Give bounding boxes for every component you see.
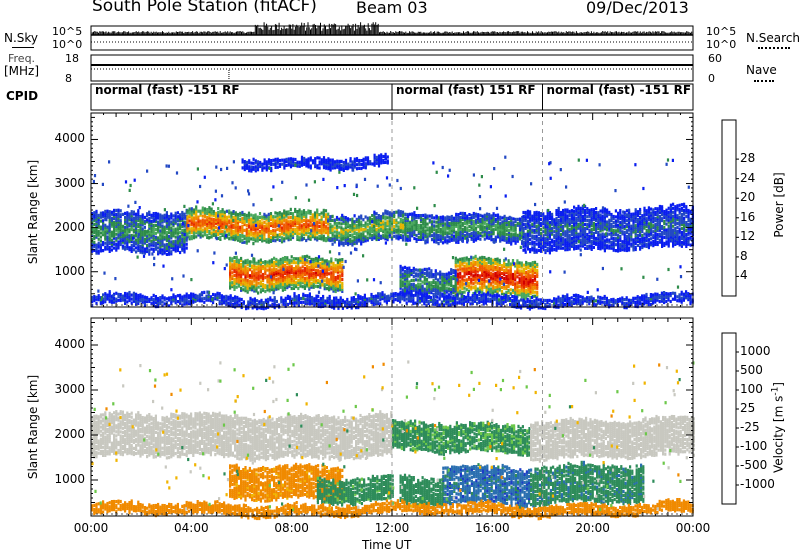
time-tick-label: 00:00 xyxy=(675,521,711,535)
freq-label-2: [MHz] xyxy=(4,64,40,78)
power-cbar-tick: 4 xyxy=(740,268,748,283)
nave-dotted-key xyxy=(754,80,774,82)
nave-tick-bottom: 0 xyxy=(708,72,715,85)
power-cbar-tick: 12 xyxy=(740,229,756,244)
power-ytick-label: 4000 xyxy=(54,131,85,146)
power-cbar-tick: 24 xyxy=(740,170,756,185)
time-tick-label: 16:00 xyxy=(475,521,510,535)
time-axis-label: Time UT xyxy=(362,538,412,552)
cpid-label: CPID xyxy=(6,89,39,103)
nave-tick-top: 60 xyxy=(708,52,722,65)
velocity-ytick-label: 2000 xyxy=(54,427,85,441)
power-ytick-label: 2000 xyxy=(54,219,85,234)
nsearch-label: N.Search xyxy=(746,31,800,45)
power-ytick-label: 3000 xyxy=(54,175,85,190)
freq-label-1: Freq. xyxy=(8,52,36,65)
nsky-panel-frame xyxy=(90,25,694,51)
station-title: South Pole Station (fitACF) xyxy=(92,0,317,16)
velocity-cbar-tick: -1000 xyxy=(740,477,775,491)
velocity-cbar-label: Velocity [m s-1] xyxy=(770,382,786,473)
top-panels xyxy=(90,22,694,111)
cpid-segment-label: normal (fast) -151 RF xyxy=(546,83,692,97)
power-cbar-label: Power [dB] xyxy=(772,172,786,238)
nsky-label: N.Sky xyxy=(4,31,39,45)
cpid-segment-label: normal (fast) 151 RF xyxy=(396,83,536,97)
power-cbar-tick: 28 xyxy=(740,151,756,166)
velocity-cbar-tick: -100 xyxy=(740,439,768,453)
velocity-ylabel: Slant Range [km] xyxy=(26,374,40,480)
velocity-heatmap xyxy=(91,360,695,521)
power-cbar-tick: 8 xyxy=(740,248,748,263)
power-cbar-frame xyxy=(721,119,737,297)
power-cbar-tick: 20 xyxy=(740,190,756,205)
time-tick-label: 12:00 xyxy=(374,521,410,535)
power-heatmap xyxy=(91,152,694,311)
power-cbar-tick: 16 xyxy=(740,209,756,224)
freq-tick-top: 18 xyxy=(65,52,79,65)
colorbars xyxy=(721,119,739,505)
velocity-cbar-tick: 100 xyxy=(740,382,763,396)
velocity-cbar-tick: 25 xyxy=(740,401,756,415)
panel-frames xyxy=(90,112,694,517)
time-tick-label: 00:00 xyxy=(73,521,109,535)
nsearch-tick-top: 10^5 xyxy=(706,25,737,38)
beam-label: Beam 03 xyxy=(356,0,428,17)
time-tick-label: 20:00 xyxy=(575,521,610,535)
time-tick-label: 04:00 xyxy=(174,521,209,535)
velocity-ytick-label: 1000 xyxy=(54,472,85,486)
nsearch-tick-bottom: 10^0 xyxy=(706,38,737,51)
power-ylabel: Slant Range [km] xyxy=(26,159,40,265)
velocity-cbar-tick: -25 xyxy=(740,420,760,434)
cpid-segment-label: normal (fast) -151 RF xyxy=(95,83,240,97)
velocity-cbar-tick: 500 xyxy=(740,363,763,377)
date-label: 09/Dec/2013 xyxy=(586,0,689,17)
time-tick-label: 08:00 xyxy=(274,521,309,535)
nsky-bars xyxy=(90,22,693,35)
nsearch-dotted-key xyxy=(758,47,790,49)
velocity-cbar-frame xyxy=(721,332,737,505)
freq-panel-frame xyxy=(90,54,694,82)
nsky-tick-bottom: 10^0 xyxy=(52,38,83,51)
nsky-tick-top: 10^5 xyxy=(52,25,83,38)
freq-tick-bottom: 8 xyxy=(65,72,72,85)
velocity-cbar-tick: 1000 xyxy=(740,344,771,358)
velocity-ytick-label: 4000 xyxy=(54,337,85,351)
velocity-cbar-tick: -500 xyxy=(740,458,768,472)
nave-label: Nave xyxy=(746,63,777,77)
power-ytick-label: 1000 xyxy=(54,263,85,278)
velocity-ytick-label: 3000 xyxy=(54,382,85,396)
nsky-underline xyxy=(12,47,34,48)
